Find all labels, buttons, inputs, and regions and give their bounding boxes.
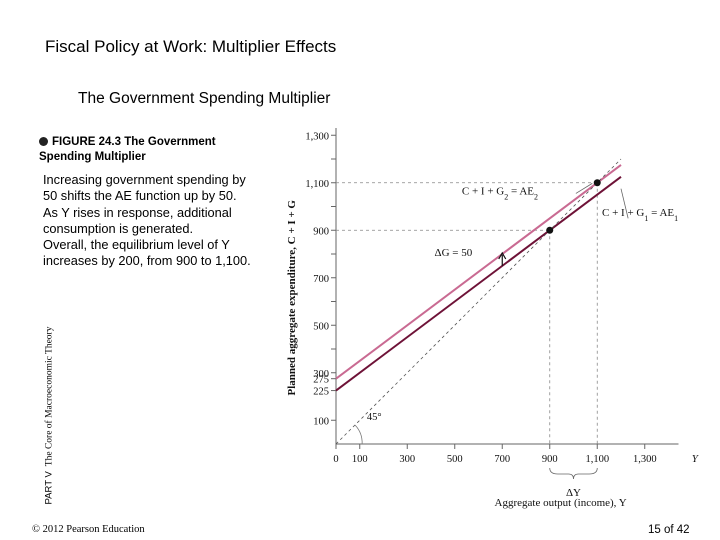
y-tick-label: 1,100 [305, 179, 329, 190]
x-tick-label: 100 [352, 454, 368, 465]
x-tick-label: 1,100 [585, 454, 609, 465]
side-part-label: PART V The Core of Macroeconomic Theory [44, 301, 55, 531]
figure-title-2: Spending Multiplier [39, 151, 146, 163]
figure-caption: FIGURE 24.3 The Government Spending Mult… [39, 135, 269, 165]
bullet-icon [39, 137, 48, 146]
angle-label: 45° [367, 412, 382, 423]
ae-line [335, 176, 622, 392]
y-tick-label: 700 [313, 274, 329, 285]
part-title: The Core of Macroeconomic Theory [44, 326, 55, 467]
ae2-label-part: = AE [508, 186, 534, 198]
x-tick-label: 700 [494, 454, 510, 465]
x-tick-label: 900 [542, 454, 558, 465]
forty-five-degree-line [335, 158, 622, 445]
ae1-label-part: 1 [674, 214, 678, 223]
ae2-label-part: 2 [534, 192, 538, 201]
ae1-label-part: = AE [648, 207, 674, 219]
x-tick-label: 1,300 [633, 454, 657, 465]
y-tick-label: 275 [313, 375, 329, 386]
description-line: increases by 200, from 900 to 1,100. [43, 253, 251, 269]
y-axis-title: Planned aggregate expenditure, C + I + G [286, 200, 298, 396]
ae2-leader-line [575, 183, 593, 194]
y-tick-label: 300 [313, 369, 329, 380]
description-line: Overall, the equilibrium level of Y [43, 237, 230, 253]
equilibrium-point [546, 226, 554, 234]
ae1-label-part: C + I + G [602, 207, 644, 219]
delta-y-brace [549, 467, 598, 480]
x-axis-letter: Y [692, 453, 700, 465]
angle-arc [354, 424, 363, 445]
ae1-leader-line [620, 188, 629, 219]
page-number: 15 of 42 [648, 524, 690, 536]
x-axis-title: Aggregate output (income), Y [495, 497, 627, 509]
figure-description: Increasing government spending by 50 shi… [43, 172, 275, 270]
description-line: consumption is generated. [43, 220, 194, 236]
ae1-label-part: 1 [644, 214, 648, 223]
slide-subtitle: The Government Spending Multiplier [78, 90, 331, 107]
ae2-label: C + I + G2 = AE2 [462, 186, 538, 202]
x-tick-label: 300 [399, 454, 415, 465]
ae2-label-part: 2 [504, 192, 508, 201]
x-tick-label: 0 [333, 454, 338, 465]
y-tick-label: 1,300 [305, 131, 329, 142]
delta-g-label: ΔG = 50 [435, 247, 473, 259]
copyright: © 2012 Pearson Education [32, 524, 145, 535]
slide-title: Fiscal Policy at Work: Multiplier Effect… [45, 37, 337, 56]
figure-title-1: The Government [124, 136, 216, 148]
part-number: PART V [43, 471, 55, 505]
description-line: As Y rises in response, additional [43, 204, 232, 220]
delta-g-arrowhead [498, 251, 507, 260]
description-line: 50 shifts the AE function up by 50. [43, 188, 237, 204]
x-tick-label: 500 [447, 454, 463, 465]
y-tick-label: 225 [313, 387, 329, 398]
description-line: Increasing government spending by [43, 172, 246, 187]
equilibrium-point [593, 179, 601, 187]
figure-number: FIGURE 24.3 [52, 136, 122, 148]
ae1-label: C + I + G1 = AE1 [602, 207, 678, 223]
delta-y-label: ΔY [566, 487, 581, 499]
y-tick-label: 100 [313, 416, 329, 427]
ae2-label-part: C + I + G [462, 186, 504, 198]
ae-line [335, 164, 622, 380]
y-tick-label: 500 [313, 321, 329, 332]
y-tick-label: 900 [313, 226, 329, 237]
